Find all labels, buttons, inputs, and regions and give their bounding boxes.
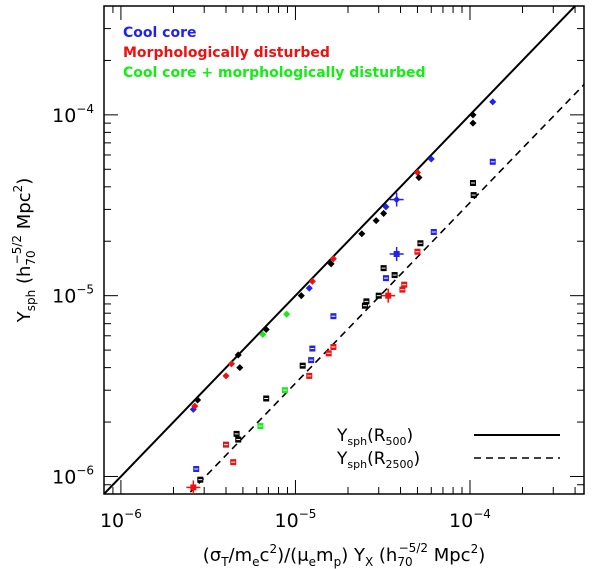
data-point-r500 — [469, 119, 477, 127]
data-point-r500 — [308, 277, 316, 285]
data-point-r500 — [358, 230, 366, 238]
data-point-r500 — [234, 351, 242, 359]
data-point-r500 — [259, 330, 267, 339]
y-axis-title-group: Ysph (h70−5/2 Mpc2) — [10, 178, 38, 324]
y-axis-title: Ysph (h70−5/2 Mpc2) — [10, 178, 38, 324]
data-point-r500 — [329, 255, 337, 263]
x-tick-label: 10−4 — [449, 507, 491, 532]
x-axis-title: (σT/mec2)/(μemp) YX (h70−5/2 Mpc2) — [203, 541, 486, 569]
legend-line-label: Ysph(R500) — [336, 426, 413, 448]
legend-line-label: Ysph(R2500) — [336, 449, 420, 471]
data-point-r500 — [227, 360, 236, 368]
legend-category-label: Cool core + morphologically disturbed — [123, 65, 426, 81]
data-point-r500 — [415, 174, 423, 182]
fit-line-r500 — [104, 6, 577, 494]
data-point-r500 — [413, 168, 421, 177]
data-point-r500 — [372, 217, 380, 225]
data-point-r500 — [191, 402, 199, 410]
plot-frame — [103, 5, 585, 495]
data-point-r500 — [327, 260, 335, 268]
data-point-r500 — [236, 364, 244, 372]
y-tick-label: 10−4 — [52, 102, 94, 127]
data-point-r500 — [469, 111, 477, 119]
data-point-r500 — [194, 396, 202, 404]
data-point-r500 — [380, 209, 388, 217]
x-tick-label: 10−6 — [100, 507, 142, 532]
data-point-r500 — [297, 292, 305, 300]
data-point-r500 — [382, 203, 390, 211]
data-point-r500 — [283, 310, 291, 318]
x-tick-label: 10−5 — [275, 507, 317, 532]
y-tick-label: 10−5 — [52, 283, 94, 308]
data-point-r500 — [262, 325, 270, 334]
fit-line-r2500 — [189, 84, 584, 493]
legend-category-label: Cool core — [123, 25, 197, 41]
y-tick-label: 10−6 — [52, 463, 94, 488]
data-point-r500 — [489, 98, 497, 106]
data-point-r500 — [222, 372, 230, 380]
data-point-r500 — [305, 284, 313, 292]
legend-category-label: Morphologically disturbed — [123, 45, 330, 61]
data-point-r500 — [427, 155, 435, 163]
